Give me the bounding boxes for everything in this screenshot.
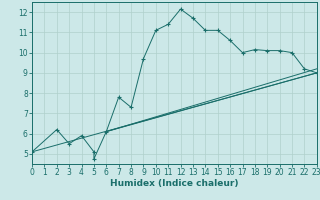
X-axis label: Humidex (Indice chaleur): Humidex (Indice chaleur)	[110, 179, 239, 188]
